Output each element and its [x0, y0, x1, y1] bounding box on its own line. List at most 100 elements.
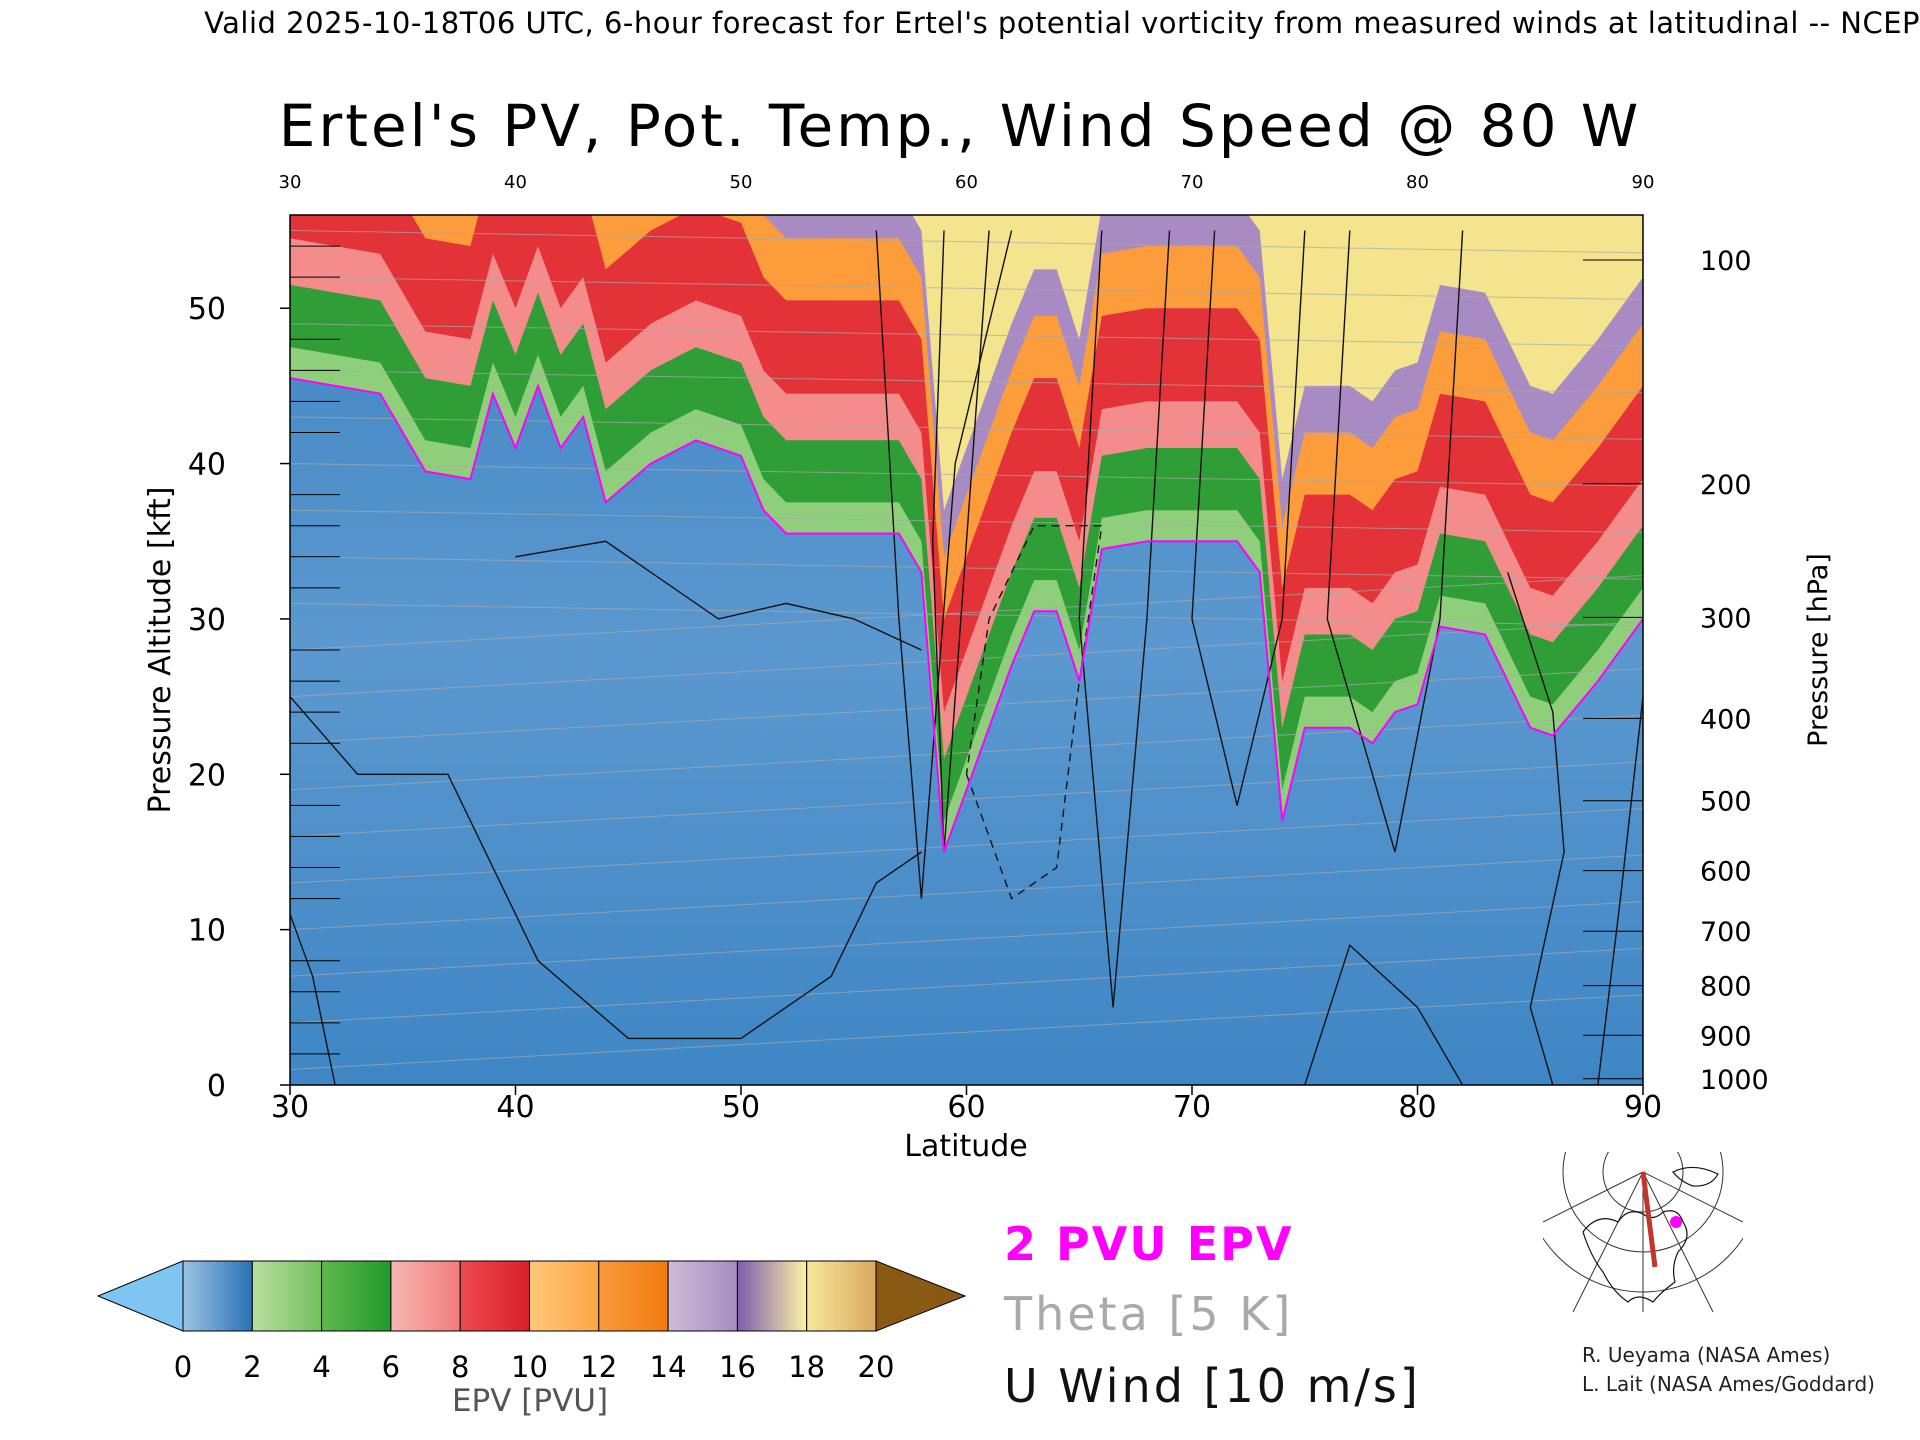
colorbar-tick-label: 16 [719, 1350, 756, 1384]
colorbar-tick-label: 20 [858, 1350, 895, 1384]
pressure-tick-label: 100 [1700, 246, 1752, 277]
theta-contour [290, 463, 1643, 487]
pressure-tick-label: 700 [1700, 917, 1752, 948]
theta-contour [290, 761, 1643, 837]
colorbar-label: EPV [PVU] [451, 1383, 609, 1419]
x-tick-label: 90 [1624, 1090, 1662, 1125]
colorbar-tick-label: 10 [511, 1350, 548, 1384]
epv-color-bands [290, 215, 1643, 852]
epv-colorbar: 0 2 4 6 8 10 12 14 16 18 20 [96, 1260, 967, 1384]
theta-contour [290, 230, 1643, 254]
theta-contour [290, 808, 1643, 884]
x-tick-label: 80 [1398, 1090, 1436, 1125]
y-tick-label: 0 [207, 1069, 226, 1104]
theta-contour [290, 668, 1643, 744]
y-tick-label: 40 [188, 448, 226, 483]
theta-contour [290, 323, 1643, 347]
top-x-tick-label: 60 [955, 172, 978, 193]
colorbar-tick-label: 2 [243, 1350, 261, 1384]
pressure-tick-label: 900 [1700, 1021, 1752, 1052]
top-x-tick-label: 90 [1632, 172, 1655, 193]
theta-contour [290, 714, 1643, 791]
header-caption: Valid 2025-10-18T06 UTC, 6-hour forecast… [204, 6, 1920, 40]
pressure-tick-label: 400 [1700, 704, 1752, 735]
theta-contour [290, 947, 1643, 1024]
theta-contour [290, 621, 1643, 698]
colorbar-segment [806, 1260, 877, 1332]
theta-contour [290, 901, 1643, 977]
theta-contour [290, 602, 1643, 627]
pressure-tick-label: 800 [1700, 972, 1752, 1003]
colorbar-tick-label: 4 [312, 1350, 330, 1384]
colorbar-tick-label: 18 [788, 1350, 825, 1384]
colorbar-segment [598, 1260, 669, 1332]
pressure-tick-label: 500 [1700, 787, 1752, 818]
colorbar-segment [667, 1260, 738, 1332]
colorbar-tick-label: 6 [382, 1350, 400, 1384]
theta-contour [290, 509, 1643, 533]
wind-contour [1507, 572, 1565, 1085]
theta-contour [290, 369, 1643, 394]
colorbar-tick-label: 12 [580, 1350, 617, 1384]
colorbar-tick-label: 8 [451, 1350, 469, 1384]
y-tick-label: 30 [188, 603, 226, 638]
x-axis-label: Latitude [904, 1129, 1027, 1164]
wind-contour [1304, 943, 1464, 1085]
top-x-tick-label: 80 [1406, 172, 1429, 193]
wind-contour [290, 696, 922, 1040]
x-tick-label: 70 [1173, 1090, 1211, 1125]
colorbar-under-arrow [96, 1260, 184, 1332]
pressure-tick-label: 300 [1700, 603, 1752, 634]
pressure-axis-label: Pressure [hPa] [1803, 553, 1834, 747]
colorbar-segment [321, 1260, 392, 1332]
y-tick-label: 10 [188, 914, 226, 949]
wind-contour [1191, 230, 1306, 806]
theta-contour [290, 574, 1643, 651]
credit-line-2: L. Lait (NASA Ames/Goddard) [1582, 1372, 1875, 1396]
colorbar-segment [736, 1260, 808, 1332]
wind-contour [515, 540, 922, 651]
top-x-tick-label: 70 [1181, 172, 1204, 193]
coastline-icon [1582, 1166, 1719, 1303]
colorbar-over-arrow [875, 1260, 967, 1332]
wind-contour [875, 230, 1013, 899]
chart-title: Ertel's PV, Pot. Temp., Wind Speed @ 80 … [278, 92, 1642, 160]
x-tick-label: 60 [947, 1090, 985, 1125]
wind-contour [290, 913, 336, 1085]
colorbar-tick-label: 0 [174, 1350, 192, 1384]
pressure-tick-label: 1000 [1700, 1065, 1769, 1096]
plot-area [290, 215, 1643, 1085]
wind-contours [290, 230, 1643, 1085]
theta-contour [290, 416, 1643, 440]
wind-contour [1078, 230, 1171, 1008]
colorbar-tick-label: 14 [650, 1350, 687, 1384]
y-tick-label: 50 [188, 292, 226, 327]
colorbar-segment [390, 1260, 461, 1332]
map-inset [1543, 1152, 1743, 1312]
pressure-tick-label: 200 [1700, 470, 1752, 501]
y-tick-label: 20 [188, 758, 226, 793]
wind-contour-negative [965, 525, 1103, 900]
legend-u-wind: U Wind [10 m/s] [1004, 1359, 1421, 1413]
colorbar-segment [251, 1260, 323, 1332]
top-x-tick-label: 30 [279, 172, 302, 193]
top-x-tick-label: 40 [504, 172, 527, 193]
x-tick-label: 50 [722, 1090, 760, 1125]
colorbar-segment [182, 1260, 253, 1332]
legend-2pvu-epv: 2 PVU EPV [1004, 1217, 1294, 1271]
wind-contour [1597, 696, 1643, 1085]
theta-contour [290, 276, 1643, 300]
theta-contour [290, 854, 1643, 931]
epv-band [912, 215, 1643, 511]
colorbar-segment [459, 1260, 531, 1332]
theta-contour [290, 556, 1643, 580]
tropopause-2pvu-contour [290, 377, 1643, 853]
x-tick-label: 30 [271, 1090, 309, 1125]
top-x-tick-label: 50 [730, 172, 753, 193]
credit-line-1: R. Ueyama (NASA Ames) [1582, 1343, 1831, 1367]
colorbar-segment [529, 1260, 600, 1332]
y-axis-label: Pressure Altitude [kft] [143, 487, 178, 814]
wind-contour [1326, 230, 1464, 853]
